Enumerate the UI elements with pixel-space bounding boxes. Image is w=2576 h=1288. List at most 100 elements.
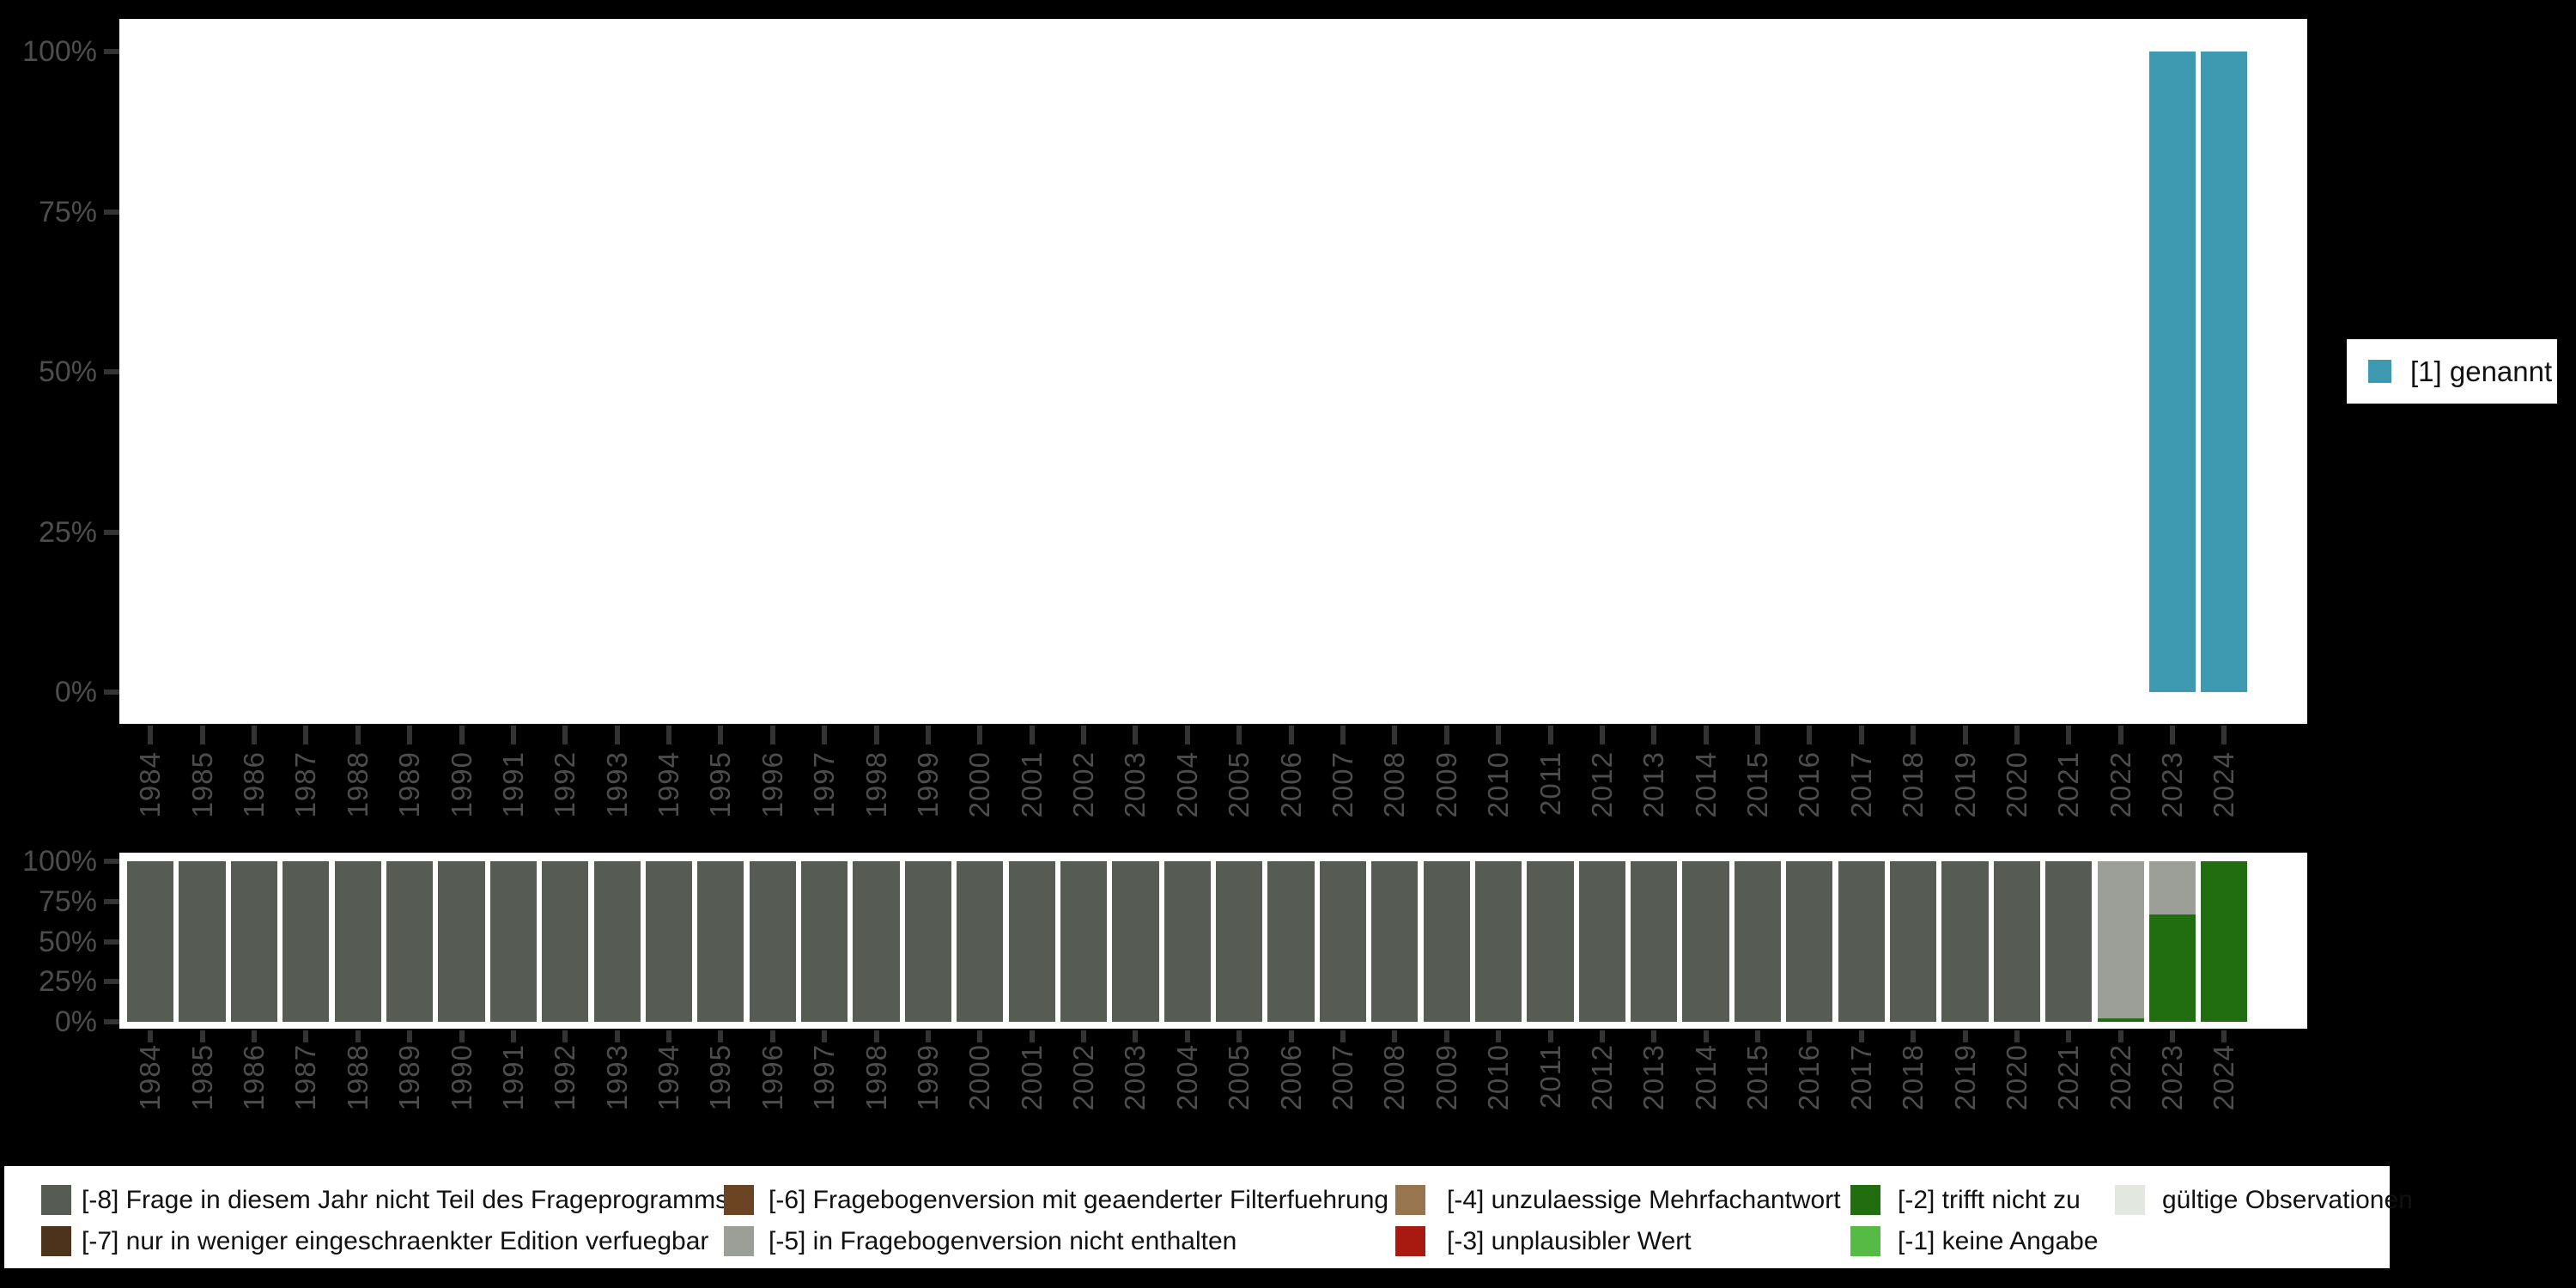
x-axis-label-2015: 2015 xyxy=(1741,1044,1773,1111)
y-axis-label-50: 50% xyxy=(38,355,97,388)
y-axis-label-100: 100% xyxy=(22,845,97,878)
x-axis-tick xyxy=(666,1030,671,1042)
x-axis-label-2013: 2013 xyxy=(1637,1044,1670,1111)
x-axis-tick xyxy=(407,726,413,744)
bar-segment-2014 xyxy=(1682,861,1729,1022)
y-axis-label-75: 75% xyxy=(38,195,97,228)
bar-segment-1991 xyxy=(489,861,537,1022)
x-axis-label-1988: 1988 xyxy=(341,751,374,818)
x-axis-label-1994: 1994 xyxy=(653,1044,684,1111)
bar-segment-2019 xyxy=(1941,861,1989,1022)
x-axis-tick xyxy=(1340,726,1346,744)
bar-segment-1992 xyxy=(542,861,589,1022)
x-axis-label-2017: 2017 xyxy=(1844,751,1877,818)
legend-label-genannt: [1] genannt xyxy=(2410,355,2553,387)
x-axis-label-2008: 2008 xyxy=(1378,1044,1411,1111)
x-axis-label-1984: 1984 xyxy=(134,751,167,818)
legend-swatch-icon xyxy=(1850,1226,1880,1256)
legend-swatch-icon xyxy=(1850,1185,1880,1215)
x-axis-label-2007: 2007 xyxy=(1326,1044,1358,1111)
x-axis-tick xyxy=(303,1030,309,1042)
x-axis-tick xyxy=(1288,1030,1294,1042)
bar-segment-2002 xyxy=(1060,861,1108,1022)
x-axis-label-1997: 1997 xyxy=(808,751,841,818)
x-axis-tick xyxy=(1858,726,1864,744)
x-axis-label-1997: 1997 xyxy=(808,1044,841,1111)
x-axis-tick xyxy=(718,1030,724,1042)
x-axis-label-1984: 1984 xyxy=(134,1044,167,1111)
bar-segment-1993 xyxy=(593,861,641,1022)
x-axis-tick xyxy=(769,1030,775,1042)
x-axis-tick xyxy=(355,726,361,744)
x-axis-label-2024: 2024 xyxy=(2208,1044,2240,1111)
x-axis-label-1995: 1995 xyxy=(704,751,737,818)
bar-segment-1999 xyxy=(904,861,951,1022)
legend-item-label: [-2] trifft nicht zu xyxy=(1898,1186,2081,1214)
x-axis-label-1986: 1986 xyxy=(238,1044,270,1111)
x-axis-label-1988: 1988 xyxy=(341,1044,374,1111)
y-axis-label-75: 75% xyxy=(38,884,97,918)
x-axis-tick xyxy=(562,1030,568,1042)
x-axis-tick xyxy=(459,1030,465,1042)
x-axis-tick xyxy=(459,726,465,744)
x-axis-label-2010: 2010 xyxy=(1482,751,1515,818)
x-axis-label-2017: 2017 xyxy=(1844,1044,1877,1111)
x-axis-tick xyxy=(822,726,828,744)
x-axis-label-2018: 2018 xyxy=(1897,1044,1929,1111)
bar-segment-2000 xyxy=(957,861,1004,1022)
x-axis-tick xyxy=(1755,726,1760,744)
x-axis-label-2000: 2000 xyxy=(963,1044,996,1111)
x-axis-tick xyxy=(1807,726,1813,744)
x-axis-tick xyxy=(199,726,205,744)
x-axis-label-2022: 2022 xyxy=(2104,1044,2136,1111)
x-axis-tick xyxy=(1081,1030,1087,1042)
x-axis-tick xyxy=(1184,1030,1190,1042)
x-axis-tick xyxy=(1236,1030,1242,1042)
x-axis-tick xyxy=(1392,1030,1398,1042)
legend-swatch-icon xyxy=(724,1226,754,1256)
x-axis-label-2019: 2019 xyxy=(1948,751,1981,818)
bar-segment-2020 xyxy=(1993,861,2040,1022)
bar-segment-2023 xyxy=(2148,861,2196,914)
x-axis-tick xyxy=(873,1030,879,1042)
x-axis-label-1989: 1989 xyxy=(393,1044,426,1111)
x-axis-tick xyxy=(303,726,309,744)
legend-item-label: [-5] in Fragebogenversion nicht enthalte… xyxy=(769,1227,1237,1255)
legend-item-label: [-7] nur in weniger eingeschraenkter Edi… xyxy=(82,1227,709,1255)
x-axis-tick xyxy=(977,726,983,744)
legend-swatch-genannt-icon xyxy=(2368,360,2391,383)
x-axis-tick xyxy=(2170,726,2175,744)
x-axis-tick xyxy=(1703,1030,1709,1042)
bar-segment-1990 xyxy=(438,861,485,1022)
x-axis-tick xyxy=(510,726,516,744)
bar-segment-2004 xyxy=(1163,861,1211,1022)
x-axis-label-2005: 2005 xyxy=(1223,1044,1255,1111)
bar-segment-1987 xyxy=(283,861,330,1022)
y-axis-tick xyxy=(104,209,119,215)
bar-segment-2022 xyxy=(2097,1018,2144,1022)
x-axis-label-2002: 2002 xyxy=(1067,1044,1100,1111)
x-axis-label-1990: 1990 xyxy=(445,751,477,818)
legend-swatch-icon xyxy=(2115,1185,2145,1215)
x-axis-tick xyxy=(1858,1030,1864,1042)
x-axis-tick xyxy=(1807,1030,1813,1042)
bar-segment-2001 xyxy=(1008,861,1055,1022)
x-axis-tick xyxy=(1911,1030,1917,1042)
legend-item-label: [-6] Fragebogenversion mit geaenderter F… xyxy=(769,1186,1389,1214)
x-axis-label-2024: 2024 xyxy=(2208,751,2240,818)
x-axis-tick xyxy=(2221,1030,2227,1042)
x-axis-label-2004: 2004 xyxy=(1170,1044,1203,1111)
x-axis-label-2015: 2015 xyxy=(1741,751,1773,818)
x-axis-tick xyxy=(1651,1030,1657,1042)
x-axis-label-1992: 1992 xyxy=(549,751,581,818)
x-axis-tick xyxy=(1703,726,1709,744)
x-axis-tick xyxy=(2117,726,2123,744)
legend-item-label: gültige Observationen xyxy=(2162,1186,2413,1214)
x-axis-tick xyxy=(1599,1030,1605,1042)
x-axis-tick xyxy=(1443,726,1449,744)
x-axis-label-1993: 1993 xyxy=(600,751,633,818)
y-axis-tick xyxy=(104,898,119,904)
x-axis-label-2009: 2009 xyxy=(1430,751,1462,818)
x-axis-label-2003: 2003 xyxy=(1119,751,1151,818)
bar-segment-2006 xyxy=(1267,861,1315,1022)
